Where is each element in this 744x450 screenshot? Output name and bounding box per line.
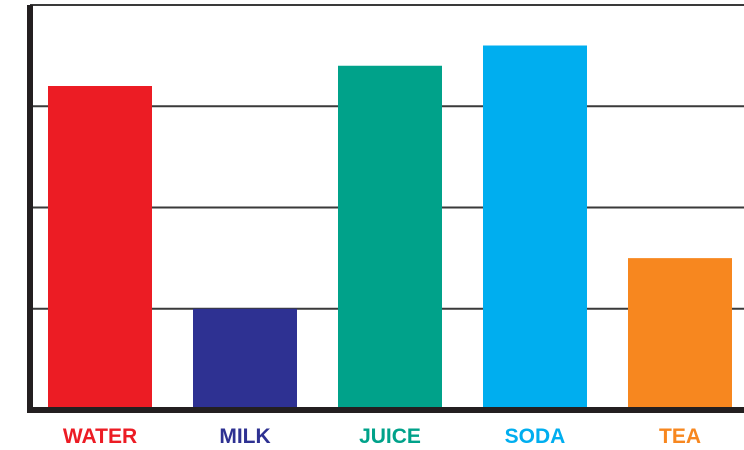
bar-water: [48, 86, 152, 410]
category-labels: WATER MILK JUICE SODA TEA: [63, 425, 701, 448]
category-label-juice: JUICE: [359, 425, 421, 448]
category-label-milk: MILK: [219, 425, 270, 448]
bar-juice: [338, 65, 442, 410]
bar-milk: [193, 308, 297, 410]
category-label-water: WATER: [63, 425, 137, 448]
bar-soda: [483, 45, 587, 410]
category-label-tea: TEA: [659, 425, 701, 448]
bars: [48, 45, 732, 410]
category-label-soda: SODA: [505, 425, 566, 448]
bar-tea: [628, 258, 732, 410]
axes: [27, 5, 744, 413]
